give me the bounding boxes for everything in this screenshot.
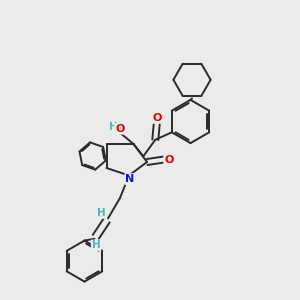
Text: H: H <box>92 240 100 250</box>
Text: O: O <box>115 124 125 134</box>
Text: N: N <box>125 174 134 184</box>
Text: H: H <box>97 208 106 218</box>
Text: O: O <box>164 154 174 165</box>
Text: H: H <box>109 122 118 132</box>
Text: O: O <box>152 113 161 123</box>
